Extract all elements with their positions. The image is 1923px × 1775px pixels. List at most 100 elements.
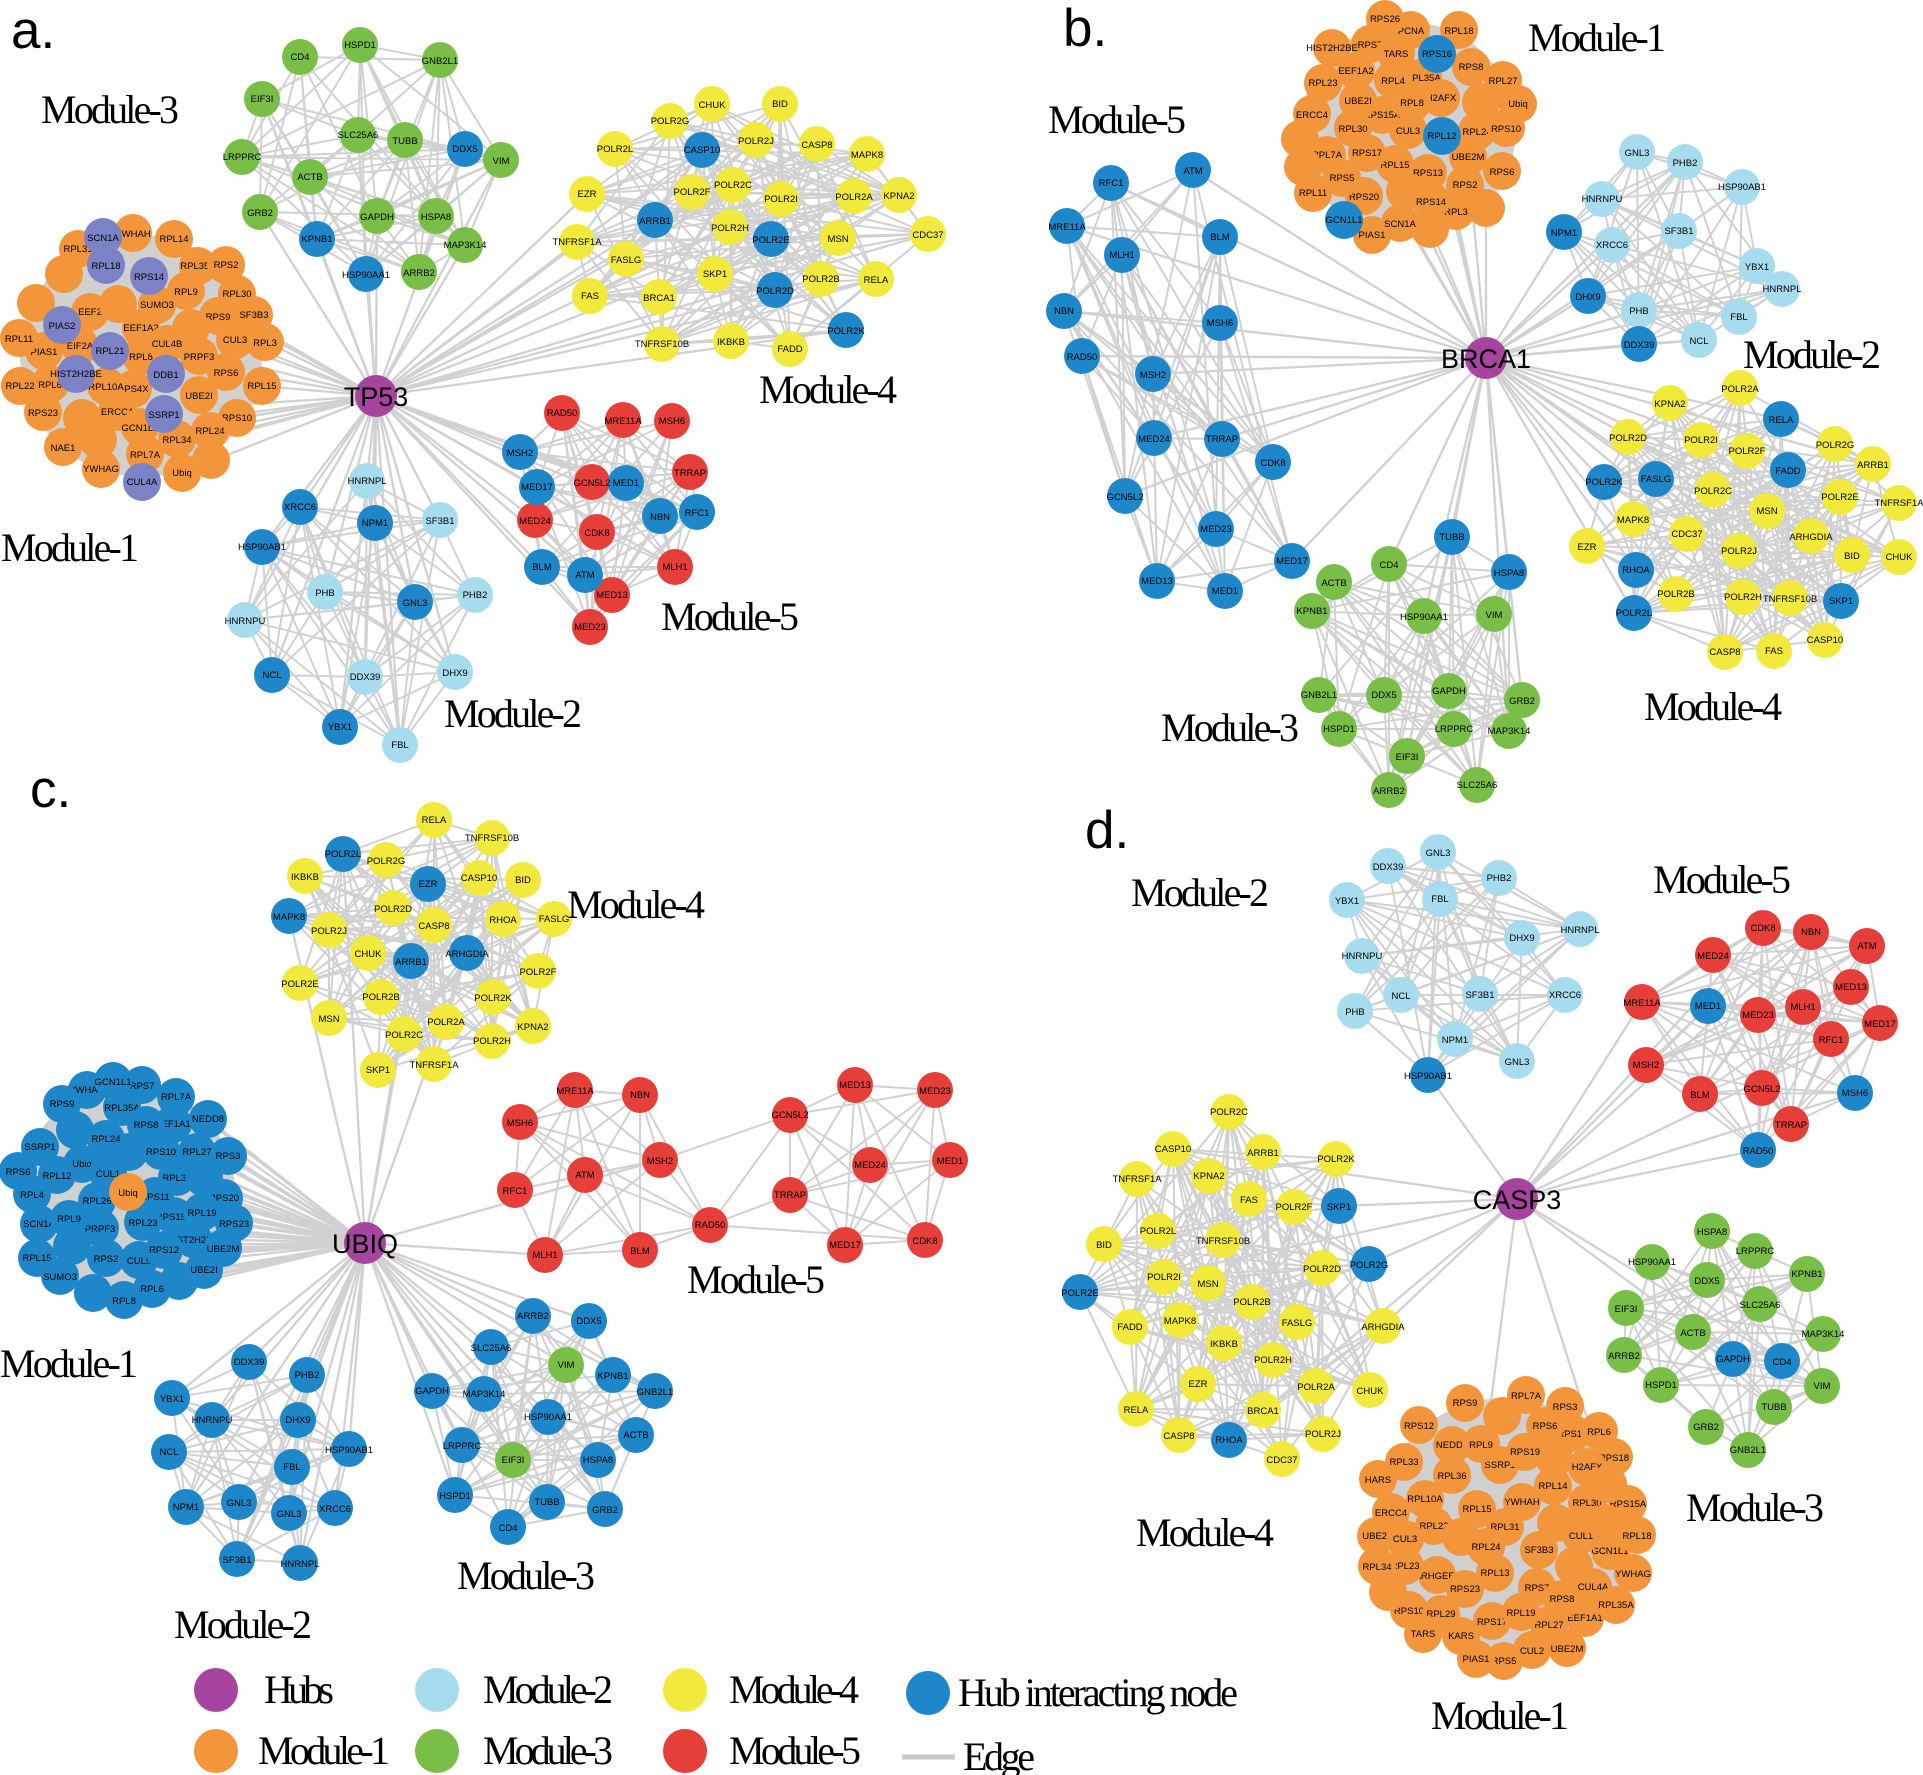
svg-text:POLR2A: POLR2A: [835, 192, 873, 203]
svg-text:POLR2I: POLR2I: [764, 194, 798, 205]
svg-text:HSPD1: HSPD1: [344, 40, 376, 51]
svg-text:GRB2: GRB2: [592, 1505, 618, 1516]
svg-text:IKBKB: IKBKB: [291, 872, 319, 883]
svg-text:ACTB: ACTB: [1321, 578, 1346, 589]
svg-text:ARHGDIA: ARHGDIA: [1361, 1322, 1405, 1333]
svg-text:Module-1: Module-1: [1431, 1693, 1569, 1738]
svg-text:FADD: FADD: [1117, 1322, 1142, 1333]
svg-text:YWHAG: YWHAG: [1615, 1569, 1651, 1580]
svg-text:HSPD1: HSPD1: [1645, 1380, 1677, 1391]
svg-text:GAPDH: GAPDH: [1432, 686, 1466, 697]
svg-text:NPM1: NPM1: [173, 1502, 199, 1513]
svg-text:RPS10: RPS10: [222, 413, 252, 424]
svg-text:PHB2: PHB2: [1487, 873, 1512, 884]
svg-text:DDX5: DDX5: [576, 1316, 601, 1327]
svg-text:HNRNPU: HNRNPU: [1342, 951, 1383, 962]
svg-text:MED1: MED1: [937, 1156, 963, 1167]
svg-text:MED24: MED24: [1697, 951, 1729, 962]
svg-text:ARHGEF4: ARHGEF4: [1415, 1571, 1460, 1582]
svg-text:PRPF3: PRPF3: [184, 352, 215, 363]
svg-text:MED13: MED13: [596, 590, 628, 601]
svg-text:Ubiq: Ubiq: [1508, 99, 1528, 110]
svg-text:MED23: MED23: [1742, 1010, 1774, 1021]
svg-text:RPL15: RPL15: [22, 1253, 51, 1264]
svg-text:RPL27: RPL27: [1534, 1620, 1563, 1631]
svg-text:CUL3: CUL3: [223, 335, 247, 346]
svg-text:POLR2D: POLR2D: [1303, 1264, 1341, 1275]
svg-text:ACTB: ACTB: [1680, 1328, 1705, 1339]
svg-text:RPL7A: RPL7A: [130, 450, 161, 461]
svg-text:GNL3: GNL3: [277, 1509, 302, 1520]
svg-text:EEF1A1: EEF1A1: [1567, 1613, 1602, 1624]
svg-text:HNRNPL: HNRNPL: [1762, 284, 1801, 295]
svg-text:Module-5: Module-5: [729, 1728, 861, 1773]
svg-text:RPS23: RPS23: [28, 408, 58, 419]
svg-text:RPS8: RPS8: [134, 1120, 159, 1131]
svg-text:MSN: MSN: [318, 1014, 339, 1025]
svg-text:MRE11A: MRE11A: [1623, 998, 1661, 1009]
svg-text:Module-2: Module-2: [483, 1667, 613, 1712]
svg-text:NEDD8: NEDD8: [192, 1114, 224, 1125]
svg-text:LRPPRC: LRPPRC: [1435, 724, 1474, 735]
svg-text:UBE2I: UBE2I: [1362, 1531, 1389, 1542]
svg-text:RPL8: RPL8: [1400, 98, 1424, 109]
svg-text:EIF3I: EIF3I: [502, 1455, 525, 1466]
svg-text:GRB2: GRB2: [1693, 1422, 1719, 1433]
svg-text:HNRNPU: HNRNPU: [192, 1415, 233, 1426]
svg-text:PHB2: PHB2: [295, 1370, 320, 1381]
svg-text:RPS10: RPS10: [1394, 1606, 1424, 1617]
svg-text:POLR2G: POLR2G: [651, 116, 690, 127]
svg-text:VIM: VIM: [493, 156, 510, 167]
svg-text:KPNA2: KPNA2: [1193, 1171, 1224, 1182]
svg-text:POLR2C: POLR2C: [1694, 486, 1732, 497]
svg-text:RPL18: RPL18: [1444, 26, 1473, 37]
svg-text:Hubs: Hubs: [264, 1667, 334, 1712]
svg-text:RPL6: RPL6: [1587, 1427, 1611, 1438]
svg-text:HSPD1: HSPD1: [1323, 724, 1355, 735]
svg-text:RPL12: RPL12: [1427, 131, 1456, 142]
svg-text:POLR2K: POLR2K: [474, 993, 512, 1004]
svg-text:CUL4A: CUL4A: [1578, 1582, 1609, 1593]
svg-text:NCL: NCL: [1391, 991, 1410, 1002]
svg-text:ATM: ATM: [1183, 166, 1202, 177]
svg-text:TRRAP: TRRAP: [1775, 1120, 1807, 1131]
svg-text:RAD50: RAD50: [547, 408, 578, 419]
svg-text:RPL7A: RPL7A: [1511, 1391, 1542, 1402]
svg-text:POLR2K: POLR2K: [1585, 477, 1623, 488]
svg-text:POLR2F: POLR2F: [520, 967, 557, 978]
svg-text:TP53: TP53: [344, 382, 409, 412]
svg-text:POLR2H: POLR2H: [711, 223, 749, 234]
svg-text:ATM: ATM: [575, 570, 594, 581]
svg-text:RPL31: RPL31: [63, 244, 92, 255]
svg-text:Module-3: Module-3: [483, 1728, 613, 1773]
svg-text:KPNB1: KPNB1: [597, 1371, 628, 1382]
svg-text:RPL3: RPL3: [1444, 207, 1468, 218]
svg-text:RPL15: RPL15: [1380, 160, 1409, 171]
svg-text:EZR: EZR: [578, 189, 597, 200]
svg-text:RPL24: RPL24: [1471, 1542, 1500, 1553]
svg-text:Module-1: Module-1: [1528, 15, 1666, 60]
svg-text:ACTB: ACTB: [623, 1430, 648, 1441]
svg-text:SF3B3: SF3B3: [1524, 1545, 1553, 1556]
svg-text:FADD: FADD: [1775, 466, 1800, 477]
svg-text:MAP3K14: MAP3K14: [1802, 1329, 1845, 1340]
svg-text:KPNA2: KPNA2: [883, 191, 914, 202]
svg-text:RPL35A: RPL35A: [104, 1103, 140, 1114]
svg-text:KPNB1: KPNB1: [1296, 606, 1327, 617]
svg-text:TNFRSF1A: TNFRSF1A: [1112, 1174, 1162, 1185]
svg-text:CASP3: CASP3: [1473, 1185, 1562, 1215]
svg-text:Module-5: Module-5: [687, 1257, 825, 1302]
svg-text:Module-3: Module-3: [457, 1553, 595, 1598]
svg-text:DHX9: DHX9: [1575, 292, 1600, 303]
svg-text:RPL14: RPL14: [1538, 1481, 1567, 1492]
svg-text:RPS15A: RPS15A: [1364, 110, 1401, 121]
svg-text:RPS5: RPS5: [1330, 173, 1355, 184]
svg-text:RPL19: RPL19: [187, 1208, 216, 1219]
svg-text:MED17: MED17: [521, 482, 553, 493]
svg-text:GNB2L1: GNB2L1: [637, 1387, 673, 1398]
svg-text:MAP3K14: MAP3K14: [463, 1389, 506, 1400]
svg-text:HSP90AA1: HSP90AA1: [342, 270, 390, 281]
svg-text:IKBKB: IKBKB: [1210, 1339, 1238, 1350]
svg-text:POLR2B: POLR2B: [1233, 1297, 1271, 1308]
svg-text:RPL30: RPL30: [1338, 124, 1367, 135]
